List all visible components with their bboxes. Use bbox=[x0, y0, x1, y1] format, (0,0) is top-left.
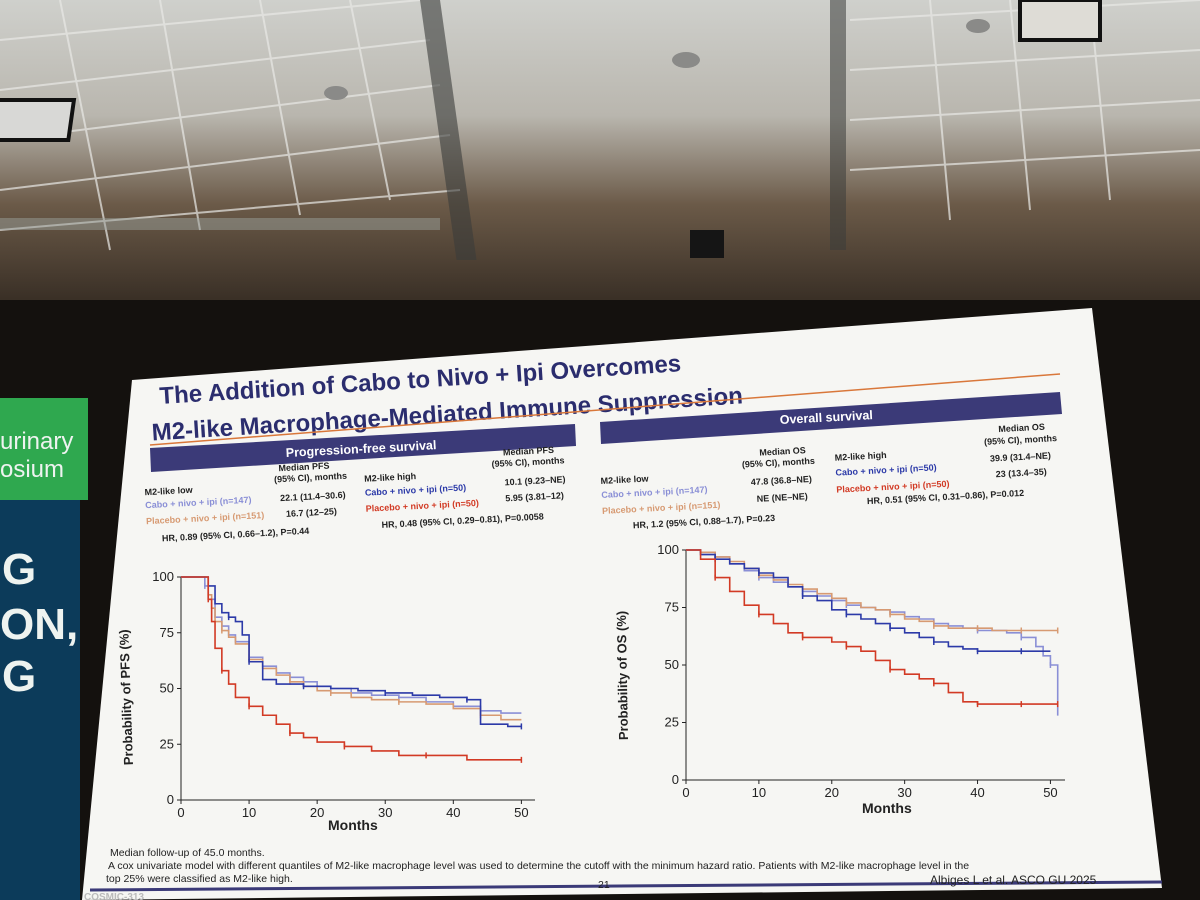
os-x-tick-label: 10 bbox=[752, 785, 766, 800]
os-low-placebo-value: NE (NE–NE) bbox=[756, 491, 807, 504]
os-y-tick-label: 0 bbox=[672, 772, 679, 787]
os-high-cabo-value: 39.9 (31.4–NE) bbox=[990, 450, 1051, 463]
os-y-tick-label: 100 bbox=[657, 542, 679, 557]
side-green-text-1: urinary bbox=[0, 428, 74, 455]
pfs-y-tick-label: 50 bbox=[160, 681, 174, 696]
pfs-y-tick-label: 0 bbox=[167, 792, 174, 807]
pfs-series-4-line bbox=[181, 576, 522, 761]
side-green-text-2: osium bbox=[0, 456, 65, 483]
os-high-median-label-2: (95% CI), months bbox=[984, 433, 1057, 447]
os-y-tick-label: 75 bbox=[665, 600, 679, 615]
os-chart: Probability of OS (%) Months 0 10 20 30 40 50… bbox=[614, 542, 1065, 816]
os-header-bar bbox=[600, 392, 1062, 444]
pfs-x-tick-label: 10 bbox=[242, 805, 256, 820]
os-series-4-line bbox=[686, 549, 1058, 705]
ceiling-tiles bbox=[0, 0, 1200, 260]
pfs-x-tick-label: 40 bbox=[446, 805, 460, 820]
os-x-tick-label: 0 bbox=[682, 785, 689, 800]
pfs-y-tick-label: 75 bbox=[160, 625, 174, 640]
os-y-tick-label: 50 bbox=[665, 657, 679, 672]
footer-rule bbox=[89, 880, 1163, 892]
side-green-panel: urinary osium bbox=[0, 398, 88, 500]
pfs-series-3-line bbox=[181, 576, 522, 728]
pfs-y-axis-label: Probability of PFS (%) bbox=[116, 629, 136, 765]
os-high-label: M2-like high bbox=[834, 450, 886, 463]
footnote-3: top 25% were classified as M2-like high. bbox=[106, 873, 293, 885]
pfs-x-tick-label: 20 bbox=[310, 805, 324, 820]
os-x-tick-label: 40 bbox=[970, 785, 984, 800]
os-y-axis-label: Probability of OS (%) bbox=[614, 611, 631, 741]
pfs-high-median-label-1: Median PFS bbox=[503, 445, 554, 458]
pfs-x-axis-label: Months bbox=[328, 817, 378, 833]
pfs-low-label: M2-like low bbox=[144, 485, 193, 498]
pfs-header-bar bbox=[150, 424, 576, 472]
side-screen: G ON, G bbox=[0, 500, 80, 900]
pfs-low-median-label-1: Median PFS bbox=[278, 461, 329, 474]
page-number: 21 bbox=[598, 879, 610, 891]
pfs-high-label: M2-like high bbox=[364, 471, 416, 484]
os-header: Overall survival bbox=[779, 408, 873, 427]
os-low-label: M2-like low bbox=[600, 473, 649, 486]
os-high-placebo-value: 23 (13.4–35) bbox=[996, 467, 1048, 480]
pfs-low-median-label-2: (95% CI), months bbox=[274, 471, 347, 485]
pfs-high-median-label-2: (95% CI), months bbox=[491, 455, 564, 469]
footnote-2: A cox univariate model with different qu… bbox=[108, 860, 969, 872]
pfs-chart: Probability of PFS (%) Months 0 10 20 30 40 5… bbox=[116, 569, 535, 833]
os-high-median-label-1: Median OS bbox=[998, 422, 1045, 434]
os-x-tick-label: 30 bbox=[897, 785, 911, 800]
side-big-text-1: G bbox=[2, 545, 37, 594]
title-rule bbox=[149, 373, 1061, 446]
pfs-x-tick-label: 30 bbox=[378, 805, 392, 820]
pfs-low-placebo-value: 16.7 (12–25) bbox=[286, 506, 338, 519]
pfs-x-tick-label: 0 bbox=[177, 805, 184, 820]
footnote-1: Median follow-up of 45.0 months. bbox=[110, 847, 265, 859]
pfs-y-tick-label: 100 bbox=[152, 569, 174, 584]
study-corner-label: COSMIC-313 bbox=[84, 892, 144, 900]
citation: Albiges L et al. ASCO GU 2025 bbox=[930, 873, 1097, 887]
os-x-tick-label: 50 bbox=[1043, 785, 1057, 800]
side-big-text-2: ON, bbox=[0, 600, 79, 649]
os-low-median-label-1: Median OS bbox=[759, 445, 806, 457]
pfs-high-placebo-value: 5.95 (3.81–12) bbox=[505, 490, 564, 503]
pfs-high-cabo-value: 10.1 (9.23–NE) bbox=[504, 474, 565, 487]
os-y-tick-label: 25 bbox=[665, 715, 679, 730]
pfs-x-tick-label: 50 bbox=[514, 805, 528, 820]
pfs-y-tick-label: 25 bbox=[160, 736, 174, 751]
os-low-cabo-value: 47.8 (36.8–NE) bbox=[751, 474, 812, 487]
os-low-median-label-2: (95% CI), months bbox=[742, 456, 815, 470]
pfs-low-cabo-value: 22.1 (11.4–30.6) bbox=[280, 490, 346, 503]
os-x-axis-label: Months bbox=[862, 800, 912, 816]
side-big-text-3: G bbox=[2, 652, 37, 701]
os-x-tick-label: 20 bbox=[825, 785, 839, 800]
os-series-3-line bbox=[686, 549, 1051, 652]
